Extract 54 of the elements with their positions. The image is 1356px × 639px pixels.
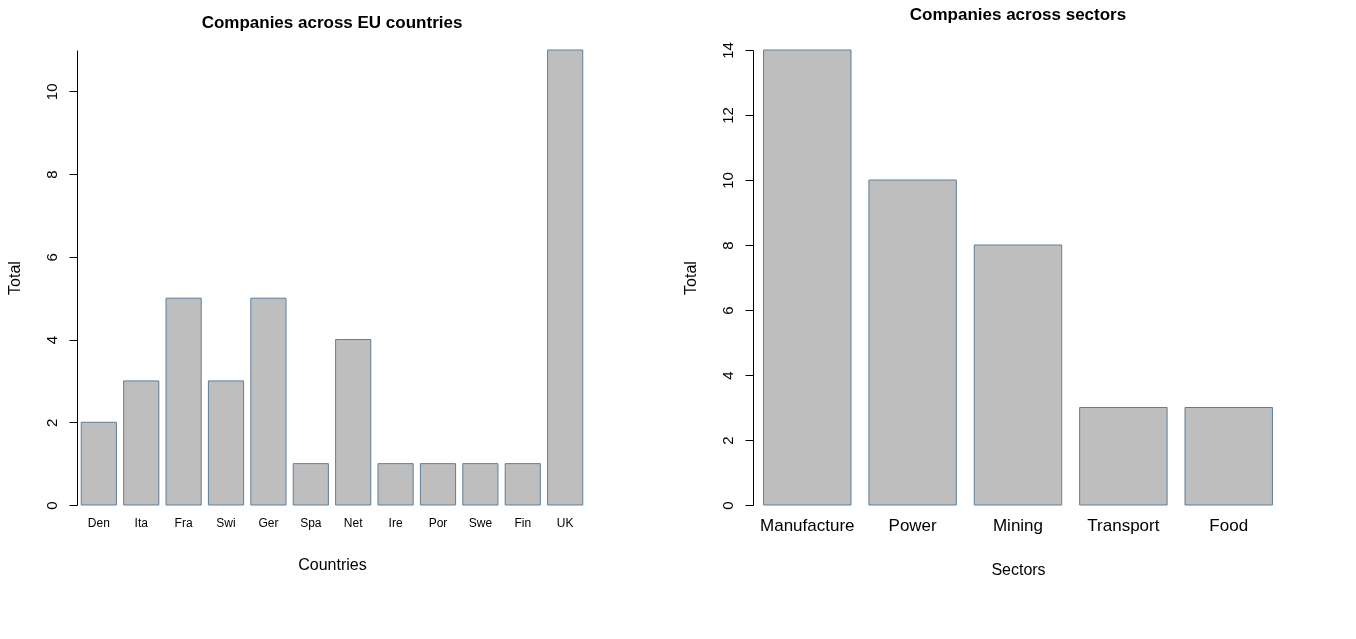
x-tick-label: Swe — [468, 515, 493, 530]
bar — [207, 380, 245, 506]
x-axis-title: Sectors — [991, 560, 1046, 578]
bar — [292, 463, 329, 506]
x-tick-label: Ire — [388, 515, 403, 530]
bar — [504, 463, 541, 506]
bar — [80, 421, 117, 506]
bar — [1184, 407, 1273, 506]
y-tick-label: 8 — [718, 241, 736, 250]
x-tick-label: Swi — [216, 515, 236, 530]
bar — [250, 297, 287, 506]
x-tick-label: Den — [87, 515, 110, 530]
x-tick-label: Ger — [258, 515, 279, 530]
y-axis-title: Total — [5, 261, 23, 295]
x-tick-label: Fra — [174, 515, 193, 530]
x-tick-label: UK — [556, 515, 574, 530]
x-tick-label: Transport — [1087, 515, 1160, 535]
y-tick-label: 6 — [42, 253, 60, 262]
y-axis-title: Total — [681, 261, 699, 295]
chart-title: Companies across sectors — [909, 4, 1127, 24]
y-tick-label: 10 — [42, 83, 60, 101]
x-tick-label: Food — [1209, 515, 1249, 535]
bar — [335, 339, 372, 506]
bar — [1079, 407, 1168, 506]
x-tick-label: Por — [428, 515, 448, 530]
y-tick-label: 0 — [42, 501, 60, 510]
y-tick-label: 2 — [42, 418, 60, 427]
bar — [419, 463, 457, 506]
y-tick-label: 2 — [718, 436, 736, 445]
bar — [547, 49, 584, 506]
y-tick-label: 6 — [718, 306, 736, 315]
x-axis-title: Countries — [298, 555, 367, 573]
bar — [462, 463, 499, 506]
y-tick-label: 4 — [718, 371, 736, 380]
x-tick-label: Power — [888, 515, 938, 535]
bar — [165, 297, 202, 506]
bar — [763, 49, 852, 506]
x-tick-label: Mining — [992, 515, 1044, 535]
y-tick-label: 8 — [42, 170, 60, 179]
y-tick-label: 0 — [718, 501, 736, 510]
x-tick-label: Net — [343, 515, 364, 530]
bar — [377, 463, 414, 506]
x-tick-label: Spa — [300, 515, 322, 530]
chart-title: Companies across EU countries — [201, 12, 463, 32]
bar — [123, 380, 160, 506]
x-tick-label: Ita — [134, 515, 149, 530]
x-tick-label: Fin — [514, 515, 532, 530]
y-tick-label: 14 — [718, 42, 736, 59]
y-tick-label: 4 — [42, 335, 60, 345]
bar — [973, 244, 1063, 506]
y-tick-label: 10 — [718, 172, 736, 189]
y-tick-label: 12 — [718, 107, 736, 124]
bar — [868, 179, 957, 506]
x-tick-label: Manufacture — [760, 515, 855, 535]
